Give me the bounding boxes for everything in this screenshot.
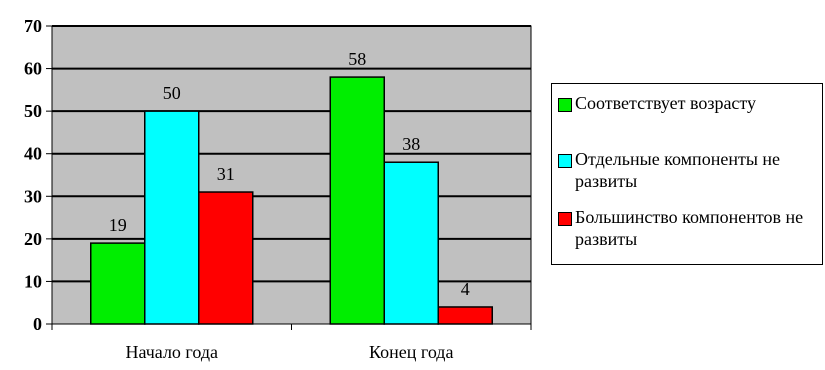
y-tick-label: 30 <box>24 186 42 206</box>
y-tick-label: 40 <box>24 144 42 164</box>
x-tick-label: Начало года <box>125 342 218 362</box>
data-label: 31 <box>217 164 235 184</box>
chart-legend: Соответствует возрасту Отдельные компоне… <box>551 83 823 265</box>
bar <box>383 161 439 325</box>
bar <box>90 242 146 325</box>
bar <box>329 76 385 325</box>
legend-entry-series-1: Соответствует возрасту <box>558 92 823 114</box>
y-tick-label: 60 <box>24 59 42 79</box>
bar <box>144 110 200 325</box>
legend-swatch-series-1 <box>558 98 572 112</box>
y-tick-label: 50 <box>24 101 42 121</box>
y-tick-label: 0 <box>33 314 42 334</box>
data-label: 19 <box>109 215 127 235</box>
y-tick-label: 20 <box>24 229 42 249</box>
y-tick-label: 10 <box>24 271 42 291</box>
x-tick-label: Конец года <box>369 342 453 362</box>
data-label: 4 <box>461 279 470 299</box>
legend-entry-series-3: Большинство компонентов не развиты <box>558 206 823 250</box>
data-label: 38 <box>402 134 420 154</box>
y-tick-label: 70 <box>24 16 42 36</box>
legend-label-series-1: Соответствует возрасту <box>575 93 757 113</box>
bar <box>198 191 254 325</box>
data-label: 58 <box>348 49 366 69</box>
legend-label-series-2: Отдельные компоненты не развиты <box>575 149 781 191</box>
legend-swatch-series-3 <box>558 212 572 226</box>
legend-swatch-series-2 <box>558 154 572 168</box>
data-label: 50 <box>163 83 181 103</box>
bar <box>437 306 493 325</box>
legend-entry-series-2: Отдельные компоненты не развиты <box>558 148 823 192</box>
legend-label-series-3: Большинство компонентов не развиты <box>575 207 804 249</box>
